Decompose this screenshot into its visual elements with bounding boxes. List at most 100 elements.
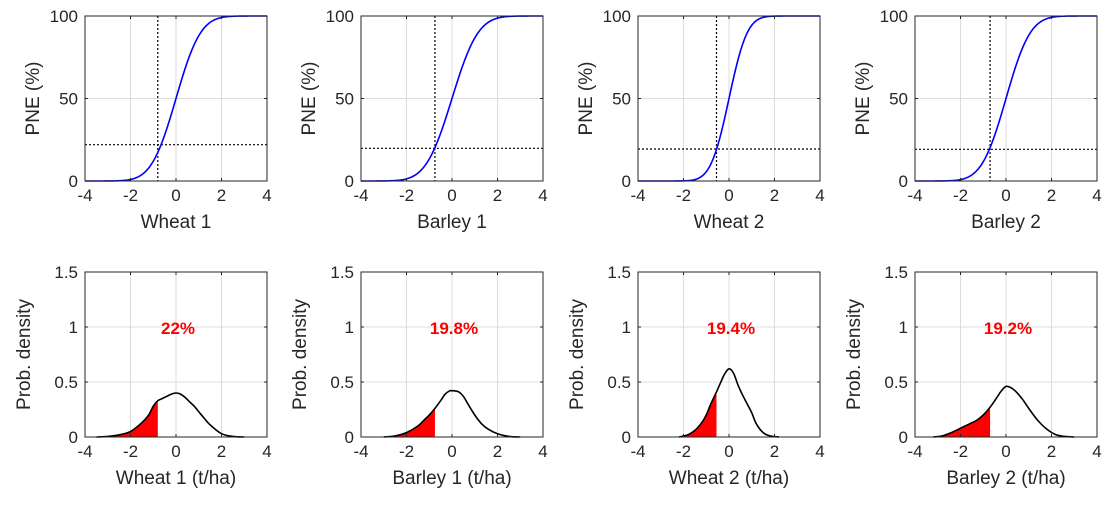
y-tick-label: 0 [899,428,908,447]
x-tick-label: 4 [538,186,547,205]
x-tick-label: 2 [770,442,779,461]
y-tick-label: 50 [612,90,631,109]
x-tick-label: 4 [815,442,824,461]
y-axis-label: Prob. density [567,299,588,410]
y-axis-label: PNE (%) [853,62,874,136]
y-tick-label: 1 [69,318,78,337]
x-axis-label: Wheat 1 [141,212,212,233]
pdf-barley-1-panel: 19.8% -4 -2 0 2 4 0 0.5 1 1.5 Barley 1 (t/ha) Prob.… [290,263,548,489]
y-tick-label: 0 [69,172,78,191]
y-axis-label: Prob. density [844,299,865,410]
y-tick-label: 1 [345,318,354,337]
x-tick-label: 0 [724,186,733,205]
cdf-wheat-1-panel: -4 -2 0 2 4 0 50 100 Wheat 1 PNE (%) [23,7,272,233]
x-tick-label: 4 [1092,186,1101,205]
x-tick-label: 2 [217,442,226,461]
x-tick-label: 2 [1047,442,1056,461]
x-tick-label: -4 [907,186,922,205]
y-tick-label: 0 [622,428,631,447]
probability-annotation: 19.4% [707,319,755,338]
x-tick-label: 2 [770,186,779,205]
y-tick-label: 1.5 [607,263,631,282]
x-tick-label: 0 [447,442,456,461]
x-axis-label: Barley 2 (t/ha) [946,468,1065,489]
y-tick-label: 0.5 [607,373,631,392]
x-tick-label: -2 [123,186,138,205]
probability-annotation: 22% [161,319,195,338]
x-tick-label: 4 [262,442,271,461]
x-tick-label: 4 [262,186,271,205]
x-tick-label: 0 [1001,442,1010,461]
x-axis-label: Wheat 2 [694,212,765,233]
x-tick-label: 4 [538,442,547,461]
y-tick-label: 0 [345,172,354,191]
density-curve [678,368,780,438]
y-tick-label: 0.5 [54,373,78,392]
y-tick-label: 0 [69,428,78,447]
x-tick-label: -2 [953,186,968,205]
x-tick-label: -2 [953,442,968,461]
pdf-wheat-2-panel: 19.4% -4 -2 0 2 4 0 0.5 1 1.5 Wheat 2 (t/ha) Prob. … [567,263,825,489]
x-tick-label: 2 [217,186,226,205]
y-tick-label: 1 [899,318,908,337]
shaded-tail-area [933,407,991,437]
y-axis-label: Prob. density [290,299,311,410]
x-tick-label: -2 [676,186,691,205]
y-axis-label: PNE (%) [23,62,44,136]
x-axis-label: Barley 1 (t/ha) [392,468,511,489]
x-axis-label: Wheat 1 (t/ha) [116,468,236,489]
y-tick-label: 0.5 [330,373,354,392]
y-tick-label: 100 [880,7,908,26]
x-tick-label: 0 [1001,186,1010,205]
probability-annotation: 19.2% [984,319,1032,338]
y-tick-label: 0 [899,172,908,191]
y-tick-label: 1.5 [884,263,908,282]
x-tick-label: -4 [630,186,645,205]
probability-annotation: 19.8% [430,319,478,338]
x-axis-label: Barley 2 [971,212,1041,233]
x-tick-label: 2 [493,442,502,461]
y-tick-label: 1 [622,318,631,337]
x-tick-label: 0 [724,442,733,461]
y-axis-label: PNE (%) [299,62,320,136]
x-tick-label: -2 [399,186,414,205]
x-tick-label: -4 [77,442,92,461]
y-tick-label: 0 [622,172,631,191]
shaded-tail-area [678,391,717,437]
x-tick-label: -4 [630,442,645,461]
x-tick-label: 0 [171,186,180,205]
y-tick-label: 50 [889,90,908,109]
y-tick-label: 50 [335,90,354,109]
x-tick-label: 0 [171,442,180,461]
x-axis-label: Barley 1 [417,212,487,233]
y-axis-label: PNE (%) [576,62,597,136]
density-curve [933,385,1075,438]
x-tick-label: 2 [493,186,502,205]
pdf-wheat-1-panel: 22% -4 -2 0 2 4 0 0.5 1 1.5 Wheat 1 (t/ha) Prob. de… [14,263,272,489]
x-tick-label: 4 [1092,442,1101,461]
y-tick-label: 50 [59,90,78,109]
y-tick-label: 0.5 [884,373,908,392]
x-tick-label: 4 [815,186,824,205]
y-tick-label: 100 [603,7,631,26]
density-curve [383,389,521,438]
density-curve [96,392,245,438]
x-tick-label: -4 [907,442,922,461]
y-tick-label: 100 [326,7,354,26]
cdf-barley-1-panel: -4 -2 0 2 4 0 50 100 Barley 1 PNE (%) [299,7,548,233]
cdf-wheat-2-panel: -4 -2 0 2 4 0 50 100 Wheat 2 PNE (%) [576,7,825,233]
x-tick-label: -4 [353,186,368,205]
shaded-tail-area [383,408,435,437]
y-tick-label: 1.5 [54,263,78,282]
x-tick-label: -2 [399,442,414,461]
x-axis-label: Wheat 2 (t/ha) [669,468,789,489]
x-tick-label: 0 [447,186,456,205]
x-tick-label: 2 [1047,186,1056,205]
pdf-barley-2-panel: 19.2% -4 -2 0 2 4 0 0.5 1 1.5 Barley 2 (t/ha) Prob.… [844,263,1102,489]
shaded-tail-area [96,400,158,437]
y-tick-label: 100 [50,7,78,26]
x-tick-label: -2 [123,442,138,461]
y-tick-label: 0 [345,428,354,447]
cdf-barley-2-panel: -4 -2 0 2 4 0 50 100 Barley 2 PNE (%) [853,7,1102,233]
y-axis-label: Prob. density [14,299,35,410]
